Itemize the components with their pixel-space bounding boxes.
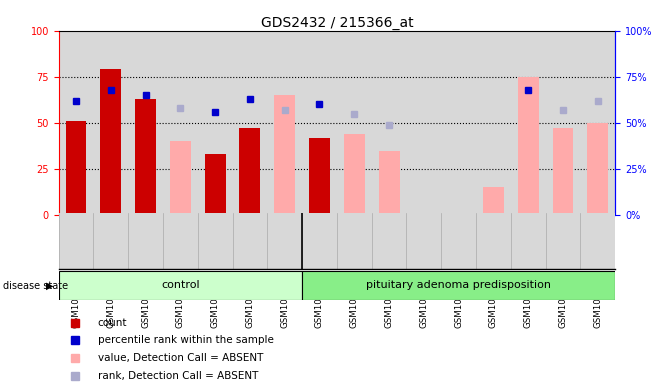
Bar (135, 99, 156, 215)
Bar (518, 77, 538, 215)
FancyBboxPatch shape (59, 271, 302, 300)
Text: disease state: disease state (3, 281, 68, 291)
Bar (309, 137, 330, 215)
Text: value, Detection Call = ABSENT: value, Detection Call = ABSENT (98, 353, 263, 363)
Bar (100, 70, 121, 215)
Text: rank, Detection Call = ABSENT: rank, Detection Call = ABSENT (98, 371, 258, 381)
Bar (483, 187, 504, 215)
Text: ▶: ▶ (46, 281, 53, 291)
Text: count: count (98, 318, 127, 328)
FancyBboxPatch shape (302, 271, 615, 300)
Bar (553, 128, 574, 215)
Text: pituitary adenoma predisposition: pituitary adenoma predisposition (366, 280, 551, 290)
Bar (587, 123, 608, 215)
Text: percentile rank within the sample: percentile rank within the sample (98, 335, 273, 345)
Bar (204, 154, 225, 215)
Bar (344, 134, 365, 215)
Title: GDS2432 / 215366_at: GDS2432 / 215366_at (260, 16, 413, 30)
Bar (66, 121, 87, 215)
Bar (274, 95, 295, 215)
Text: control: control (161, 280, 200, 290)
Bar (240, 128, 260, 215)
Bar (170, 141, 191, 215)
Bar (379, 151, 400, 215)
